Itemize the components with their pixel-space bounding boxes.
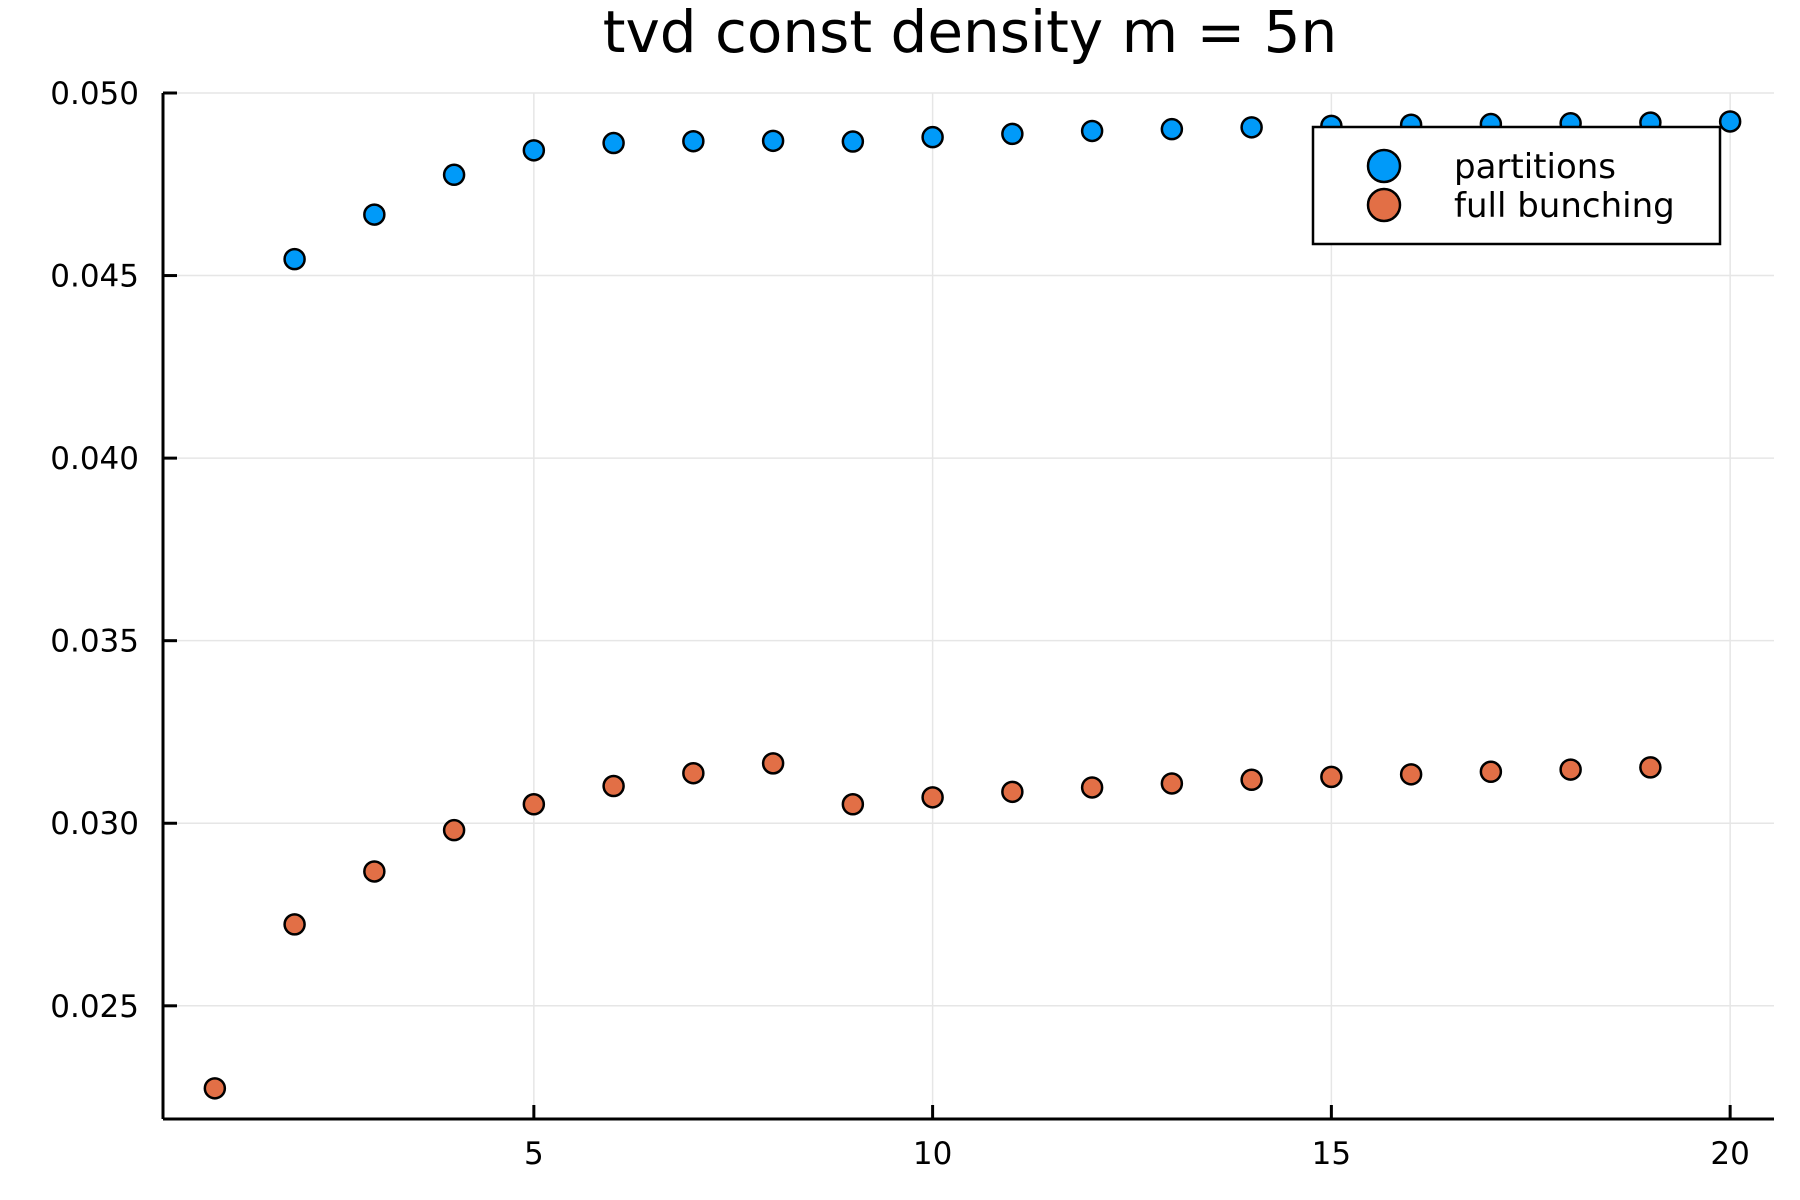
y-tick-label: 0.050 — [50, 76, 139, 112]
data-point-full-bunching — [1240, 768, 1263, 792]
data-point-full-bunching — [1639, 756, 1662, 779]
data-point-partitions — [761, 129, 785, 153]
axes — [161, 93, 1774, 1121]
data-point-full-bunching — [841, 793, 865, 816]
y-tick-label: 0.025 — [50, 989, 139, 1025]
data-point-partitions — [841, 130, 865, 153]
y-tick-label: 0.035 — [50, 624, 139, 660]
legend-marker-partitions — [1366, 148, 1402, 184]
y-tick-label: 0.045 — [50, 259, 139, 295]
data-point-partitions — [1240, 116, 1263, 139]
data-point-partitions — [363, 203, 386, 226]
y-tick-label: 0.030 — [50, 806, 139, 842]
data-point-full-bunching — [682, 761, 705, 785]
data-point-partitions — [1718, 110, 1742, 133]
data-point-partitions — [682, 129, 705, 153]
legend-marker-full-bunching — [1366, 187, 1402, 223]
data-point-full-bunching — [602, 774, 625, 798]
x-tick-label: 15 — [1312, 1136, 1351, 1172]
data-point-partitions — [1001, 122, 1024, 146]
data-point-full-bunching — [1559, 758, 1582, 781]
data-point-partitions — [602, 131, 625, 155]
data-point-partitions — [1160, 117, 1184, 141]
data-point-partitions — [442, 163, 466, 187]
data-point-full-bunching — [203, 1077, 227, 1100]
data-point-full-bunching — [1320, 765, 1343, 789]
data-point-full-bunching — [1160, 772, 1184, 795]
data-point-full-bunching — [1479, 760, 1503, 784]
y-tick-label: 0.040 — [50, 441, 139, 477]
series-full-bunching — [203, 752, 1662, 1100]
chart-title: tvd const density m = 5n — [603, 0, 1338, 66]
axis-ticks: 5 10 15 20 0.025 0.030 0.035 0.040 0.045 0.050 — [50, 76, 1750, 1172]
data-point-full-bunching — [1080, 776, 1104, 799]
legend-label-partitions: partitions — [1454, 147, 1616, 187]
x-tick-label: 10 — [913, 1136, 952, 1172]
data-point-partitions — [1080, 119, 1104, 143]
data-point-partitions — [283, 247, 306, 271]
data-point-full-bunching — [1001, 780, 1024, 804]
data-point-partitions — [921, 125, 944, 149]
data-point-partitions — [522, 139, 546, 162]
grid-lines — [163, 92, 1774, 1119]
legend: partitions full bunching — [1311, 125, 1722, 246]
data-point-full-bunching — [442, 818, 466, 842]
x-tick-label: 20 — [1710, 1136, 1749, 1172]
data-point-full-bunching — [921, 786, 944, 809]
data-point-full-bunching — [283, 913, 306, 936]
data-point-full-bunching — [363, 860, 386, 883]
legend-box — [1311, 125, 1722, 246]
legend-label-full-bunching: full bunching — [1454, 186, 1675, 226]
data-point-full-bunching — [522, 793, 546, 816]
data-point-full-bunching — [761, 752, 785, 775]
x-tick-label: 5 — [524, 1136, 544, 1172]
data-point-full-bunching — [1399, 763, 1423, 786]
